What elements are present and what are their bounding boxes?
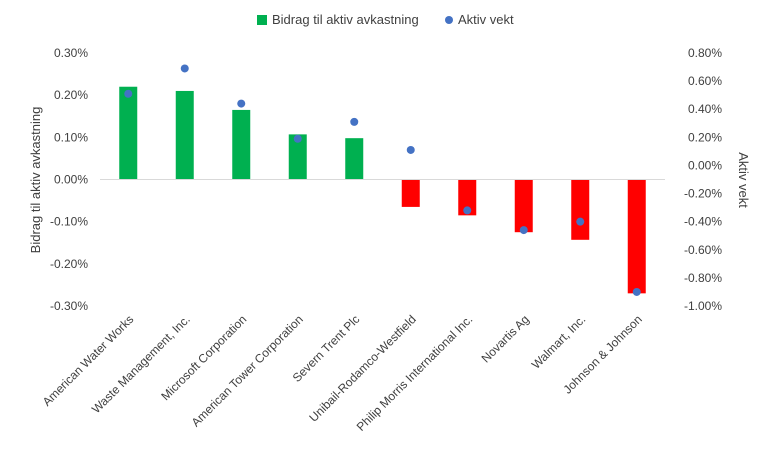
right-tick-label: -0.60% [684,243,722,257]
point-6 [463,206,472,215]
point-2 [237,99,246,108]
bar-5 [401,179,420,207]
bar-4 [345,138,364,180]
point-7 [519,226,528,235]
bar-2 [232,109,251,180]
category-label: American Water Works [40,312,137,409]
category-label: Novartis Ag [479,312,532,365]
point-0 [124,89,133,98]
right-tick-label: -0.20% [684,187,722,201]
left-axis-ticks: 0.30% 0.20% 0.10% 0.00% -0.10% -0.20% -0.30% [50,46,88,313]
point-8 [576,217,585,226]
right-tick-label: 0.20% [688,130,722,144]
left-tick-label: -0.10% [50,215,88,229]
category-label: Philip Morris International Inc. [354,312,476,434]
right-tick-label: 0.60% [688,74,722,88]
category-label: Unibail-Rodamco-Westfield [306,312,419,425]
category-label: Waste Management, Inc. [89,312,193,416]
left-tick-label: -0.30% [50,299,88,313]
bar-8 [571,179,590,240]
bar-3 [288,134,307,180]
right-tick-label: -1.00% [684,299,722,313]
right-tick-label: 0.00% [688,158,722,172]
bar-series [119,86,646,294]
bar-6 [458,179,477,216]
left-tick-label: 0.30% [54,46,88,60]
point-9 [632,287,641,296]
left-tick-label: 0.00% [54,173,88,187]
category-label: American Tower Corporation [189,312,306,429]
bar-9 [627,179,646,294]
point-5 [406,145,415,154]
legend-marker-aktiv-vekt [445,16,453,24]
right-tick-label: -0.40% [684,215,722,229]
legend-label-bidrag: Bidrag til aktiv avkastning [272,12,419,27]
right-tick-label: 0.40% [688,102,722,116]
right-axis-ticks: 0.80% 0.60% 0.40% 0.20% 0.00% -0.20% -0.40% -0.… [684,46,722,313]
left-tick-label: 0.20% [54,88,88,102]
legend-label-aktiv-vekt: Aktiv vekt [458,12,514,27]
y-axis-title-right: Aktiv vekt [736,152,751,208]
category-label: Walmart, Inc. [529,312,589,372]
left-tick-label: -0.20% [50,257,88,271]
left-tick-label: 0.10% [54,130,88,144]
legend: Bidrag til aktiv avkastning Aktiv vekt [257,12,514,27]
point-1 [180,64,189,73]
right-tick-label: 0.80% [688,46,722,60]
bar-0 [119,86,138,180]
scatter-series [124,64,641,296]
y-axis-title-left: Bidrag til aktiv avkastning [28,107,43,254]
bar-1 [175,90,194,180]
point-4 [350,117,359,126]
bar-7 [514,179,533,233]
legend-swatch-bidrag [257,15,267,25]
point-3 [293,134,302,143]
right-tick-label: -0.80% [684,271,722,285]
